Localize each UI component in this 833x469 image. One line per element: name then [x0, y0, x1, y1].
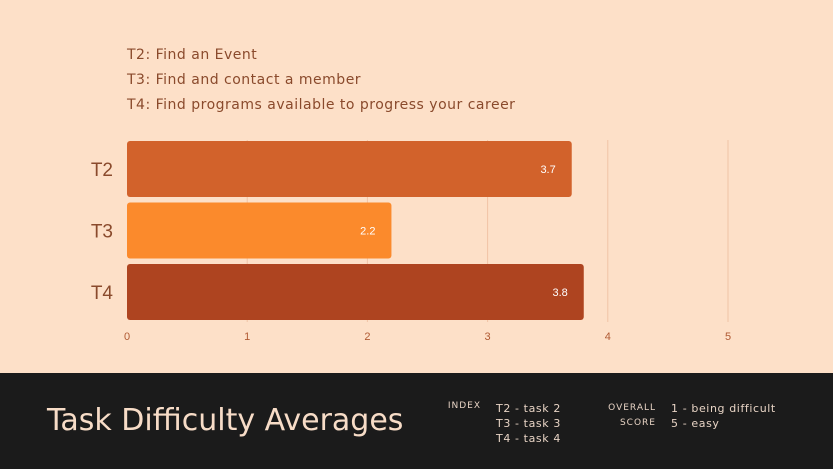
- scale-item: 1 - being difficult: [671, 402, 776, 415]
- scale-list: 1 - being difficult 5 - easy: [671, 401, 776, 431]
- x-tick-label: 1: [244, 331, 250, 343]
- index-item: T2 - task 2: [496, 402, 561, 415]
- task-descriptions: T2: Find an Event T3: Find and contact a…: [127, 45, 515, 120]
- scale-item: 5 - easy: [671, 417, 720, 430]
- bar-chart: 3.7 T2 2.2 T3 3.8 T4 0 1 2 3 4 5: [91, 140, 731, 343]
- category-label: T3: [91, 222, 113, 243]
- bar-t4: [127, 264, 584, 320]
- footer: Task Difficulty Averages INDEX T2 - task…: [0, 373, 833, 469]
- index-item: T4 - task 4: [496, 432, 561, 445]
- task-description-t2: T2: Find an Event: [127, 47, 258, 63]
- overall-score-label: OVERALL SCORE: [596, 401, 656, 431]
- chart-title: Task Difficulty Averages: [47, 403, 404, 438]
- category-label: T2: [91, 160, 113, 181]
- index-list: T2 - task 2 T3 - task 3 T4 - task 4: [496, 401, 561, 446]
- overall-label: OVERALL: [608, 403, 656, 413]
- category-label: T4: [91, 283, 114, 304]
- task-description-t4: T4: Find programs available to progress …: [127, 97, 516, 113]
- data-label: 2.2: [360, 226, 375, 238]
- task-description-t3: T3: Find and contact a member: [127, 72, 362, 88]
- x-tick-label: 3: [485, 331, 491, 343]
- index-label: INDEX: [447, 401, 481, 411]
- data-label: 3.7: [540, 164, 555, 176]
- x-tick-label: 4: [605, 331, 611, 343]
- data-label: 3.8: [552, 287, 567, 299]
- bar-t3: [127, 202, 392, 259]
- x-tick-label: 0: [124, 331, 130, 343]
- x-tick-label: 2: [364, 331, 370, 343]
- x-tick-label: 5: [725, 331, 731, 343]
- index-item: T3 - task 3: [496, 417, 561, 430]
- score-label: SCORE: [619, 418, 656, 428]
- bar-t2: [127, 141, 572, 197]
